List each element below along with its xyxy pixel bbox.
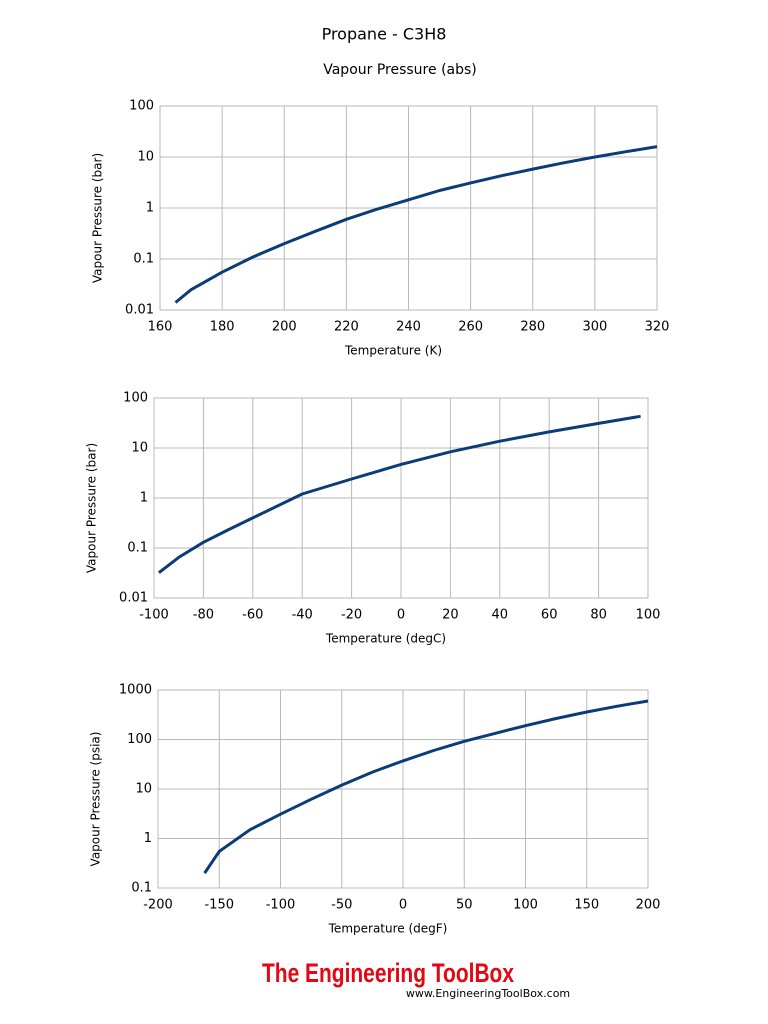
data-line (157, 414, 641, 574)
y-tick-label: 0.1 (133, 252, 154, 267)
x-tick-label: 180 (210, 320, 235, 335)
y-tick-label: 1 (144, 831, 152, 846)
x-tick-label: 280 (520, 320, 545, 335)
x-tick-label: 200 (272, 320, 297, 335)
x-tick-label: 0 (399, 898, 407, 913)
y-tick-label: 1 (146, 201, 154, 216)
x-tick-label: -60 (242, 608, 263, 623)
x-tick-label: -20 (341, 608, 362, 623)
y-tick-label: 100 (127, 732, 152, 747)
x-tick-label: 100 (513, 898, 538, 913)
chart: 0.1 1 10 100 1000 -200 -150 -100 -50 0 50 100 150 200… (89, 683, 661, 936)
x-tick-label: 40 (492, 608, 509, 623)
x-tick-label: 300 (582, 320, 607, 335)
y-tick-label: 0.01 (119, 591, 148, 606)
x-tick-label: -80 (193, 608, 214, 623)
y-tick-label: 0.01 (125, 303, 154, 318)
y-tick-label: 10 (131, 441, 148, 456)
x-tick-label: -150 (204, 898, 234, 913)
url: www.EngineeringToolBox.com (406, 987, 570, 1000)
y-tick-label: 0.1 (131, 881, 152, 896)
data-line (203, 699, 649, 874)
y-tick-label: 10 (135, 782, 152, 797)
x-tick-label: 320 (645, 320, 670, 335)
x-tick-label: 50 (456, 898, 473, 913)
brand: The Engineering ToolBox (262, 958, 514, 988)
x-tick-label: 150 (574, 898, 599, 913)
x-tick-label: 160 (148, 320, 173, 335)
y-tick-label: 10 (137, 150, 154, 165)
data-line (174, 145, 658, 304)
x-tick-label: 260 (458, 320, 483, 335)
y-tick-label: 100 (129, 99, 154, 114)
page-title: Propane - C3H8 (322, 25, 447, 44)
x-tick-label: 240 (396, 320, 421, 335)
x-tick-label: -100 (266, 898, 296, 913)
x-tick-label: -50 (331, 898, 352, 913)
x-tick-label: 80 (590, 608, 607, 623)
x-tick-label: 200 (636, 898, 661, 913)
x-axis-label: Temperature (K) (344, 344, 442, 358)
y-tick-label: 1 (140, 491, 148, 506)
x-tick-label: 60 (541, 608, 558, 623)
x-tick-label: 20 (442, 608, 459, 623)
y-axis-label: Vapour Pressure (bar) (85, 443, 99, 573)
page-subtitle: Vapour Pressure (abs) (323, 62, 477, 78)
y-axis-label: Vapour Pressure (bar) (91, 153, 105, 283)
y-axis-label: Vapour Pressure (psia) (89, 732, 103, 867)
chart: 0.01 0.1 1 10 100 160 180 200 220 240 260 280 300 320… (91, 99, 670, 358)
y-tick-label: 0.1 (127, 541, 148, 556)
x-tick-label: -40 (292, 608, 313, 623)
x-tick-label: -200 (143, 898, 173, 913)
x-tick-label: 220 (334, 320, 359, 335)
x-tick-label: -100 (139, 608, 169, 623)
y-tick-label: 100 (123, 391, 148, 406)
y-tick-label: 1000 (119, 683, 152, 698)
x-axis-label: Temperature (degF) (328, 922, 448, 936)
x-tick-label: 0 (397, 608, 405, 623)
x-tick-label: 100 (636, 608, 661, 623)
x-axis-label: Temperature (degC) (325, 632, 446, 646)
chart: 0.01 0.1 1 10 100 -100 -80 -60 -40 -20 0 20 40 60 80 10… (85, 391, 661, 646)
